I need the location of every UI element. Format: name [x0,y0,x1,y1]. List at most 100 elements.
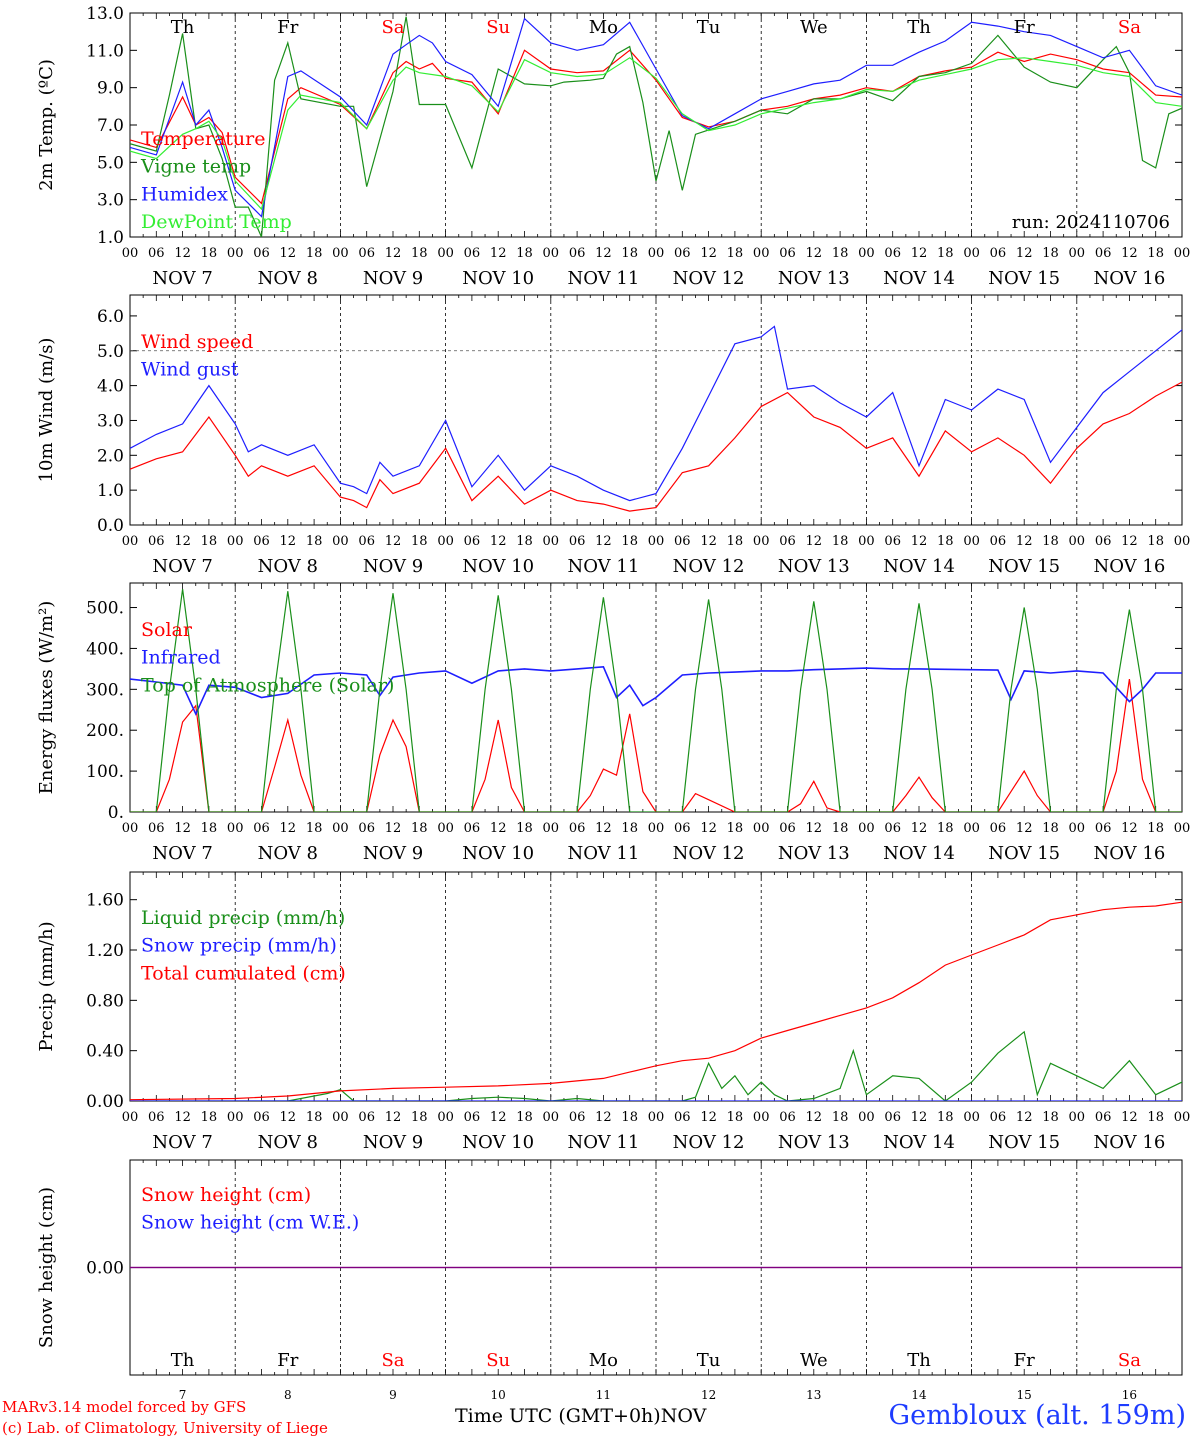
date-label: NOV 8 [258,556,318,577]
y-tick-label: 400. [86,639,124,659]
day-abbr-label: Fr [277,1350,298,1371]
hour-tick-label: 00 [648,821,665,836]
run-label: run: 2024110706 [1012,212,1170,233]
date-label: NOV 8 [258,843,318,864]
hour-tick-label: 12 [1016,1110,1033,1125]
hour-tick-label: 06 [569,534,586,549]
hour-tick-label: 00 [543,821,560,836]
legend-entry: DewPoint Temp [141,211,292,233]
hour-tick-label: 06 [990,821,1007,836]
hour-tick-label: 06 [148,821,165,836]
series-line-total-cumulated-cm- [130,901,1182,1101]
hour-tick-label: 00 [1069,821,1086,836]
hour-tick-label: 00 [543,534,560,549]
hour-tick-label: 00 [437,246,454,261]
series-group [130,589,1182,812]
date-label: NOV 10 [462,843,534,864]
hour-tick-label: 12 [806,1110,823,1125]
y-tick-label: 0.40 [86,1042,124,1062]
day-abbr-label: Th [171,1350,195,1371]
hour-tick-label: 12 [700,246,717,261]
day-number-label: 8 [284,1388,292,1402]
date-label: NOV 13 [778,1132,850,1153]
y-tick-label: 5.0 [97,153,124,173]
day-abbr-label: Th [171,17,195,38]
hour-tick-label: 12 [490,821,507,836]
hour-tick-label: 06 [884,534,901,549]
series-line-dewpoint-temp [130,57,1182,211]
hour-tick-label: 06 [1095,534,1112,549]
day-abbr-label: We [800,17,828,38]
date-label: NOV 11 [567,268,639,289]
hour-tick-label: 12 [280,821,297,836]
y-tick-label: 6.0 [97,307,124,327]
date-label: NOV 9 [363,843,423,864]
hour-tick-label: 18 [516,821,533,836]
hour-tick-label: 00 [753,534,770,549]
hour-tick-label: 00 [227,246,244,261]
y-axis-label: 2m Temp. (ºC) [36,59,57,191]
hour-tick-label: 18 [832,534,849,549]
date-label: NOV 12 [673,556,745,577]
hour-tick-label: 12 [806,821,823,836]
hour-tick-label: 06 [884,821,901,836]
hour-tick-label: 18 [306,534,323,549]
hour-tick-label: 18 [201,534,218,549]
legend-entry: Humidex [141,183,228,205]
panel-snow [129,1159,1183,1376]
y-tick-label: 11.0 [86,41,124,61]
hour-tick-label: 06 [148,1110,165,1125]
day-abbr-label: Th [907,1350,931,1371]
hour-tick-label: 06 [674,821,691,836]
day-abbr-label: Fr [277,17,298,38]
date-label: NOV 13 [778,556,850,577]
legend-entry: Snow height (cm W.E.) [141,1212,359,1234]
hour-tick-label: 12 [806,246,823,261]
day-number-label: 9 [389,1388,397,1402]
hour-tick-label: 18 [201,246,218,261]
hour-tick-label: 12 [385,534,402,549]
legend-entry: Snow height (cm) [141,1184,311,1206]
y-tick-label: 4.0 [97,377,124,397]
day-number-label: 11 [596,1388,611,1402]
day-abbr-label: Tu [697,17,721,38]
hour-tick-label: 06 [674,1110,691,1125]
day-number-label: 16 [1122,1388,1137,1402]
date-label: NOV 11 [567,1132,639,1153]
hour-tick-label: 06 [674,246,691,261]
hour-tick-label: 00 [332,821,349,836]
hour-tick-label: 12 [174,534,191,549]
hour-tick-label: 12 [385,1110,402,1125]
hour-tick-label: 18 [1042,821,1059,836]
y-tick-label: 0.0 [97,516,124,536]
hour-tick-label: 06 [464,821,481,836]
y-axis-label: Snow height (cm) [36,1187,57,1348]
date-label: NOV 9 [363,1132,423,1153]
hour-tick-label: 00 [1174,821,1191,836]
panel-precip [129,871,1183,1102]
hour-tick-label: 06 [1095,1110,1112,1125]
hour-tick-label: 12 [1016,246,1033,261]
day-number-label: 15 [1017,1388,1032,1402]
day-abbr-label: Sa [1118,17,1141,38]
date-label: NOV 14 [883,268,955,289]
date-label: NOV 8 [258,268,318,289]
hour-tick-label: 06 [1095,821,1112,836]
hour-tick-label: 12 [280,534,297,549]
hour-tick-label: 12 [700,534,717,549]
hour-tick-label: 06 [569,246,586,261]
lab-credit: (c) Lab. of Climatology, University of L… [2,1419,328,1437]
date-label: NOV 14 [883,1132,955,1153]
hour-tick-label: 12 [385,246,402,261]
hour-tick-label: 18 [516,246,533,261]
series-group [130,325,1182,512]
hour-tick-label: 18 [937,1110,954,1125]
plot-frame [129,12,1183,238]
hour-tick-label: 18 [306,821,323,836]
y-tick-label: 500. [86,599,124,619]
date-label: NOV 7 [152,556,212,577]
hour-tick-label: 00 [753,821,770,836]
hour-tick-label: 06 [779,1110,796,1125]
y-tick-label: 5.0 [97,342,124,362]
y-tick-label: 0.00 [86,1092,124,1112]
